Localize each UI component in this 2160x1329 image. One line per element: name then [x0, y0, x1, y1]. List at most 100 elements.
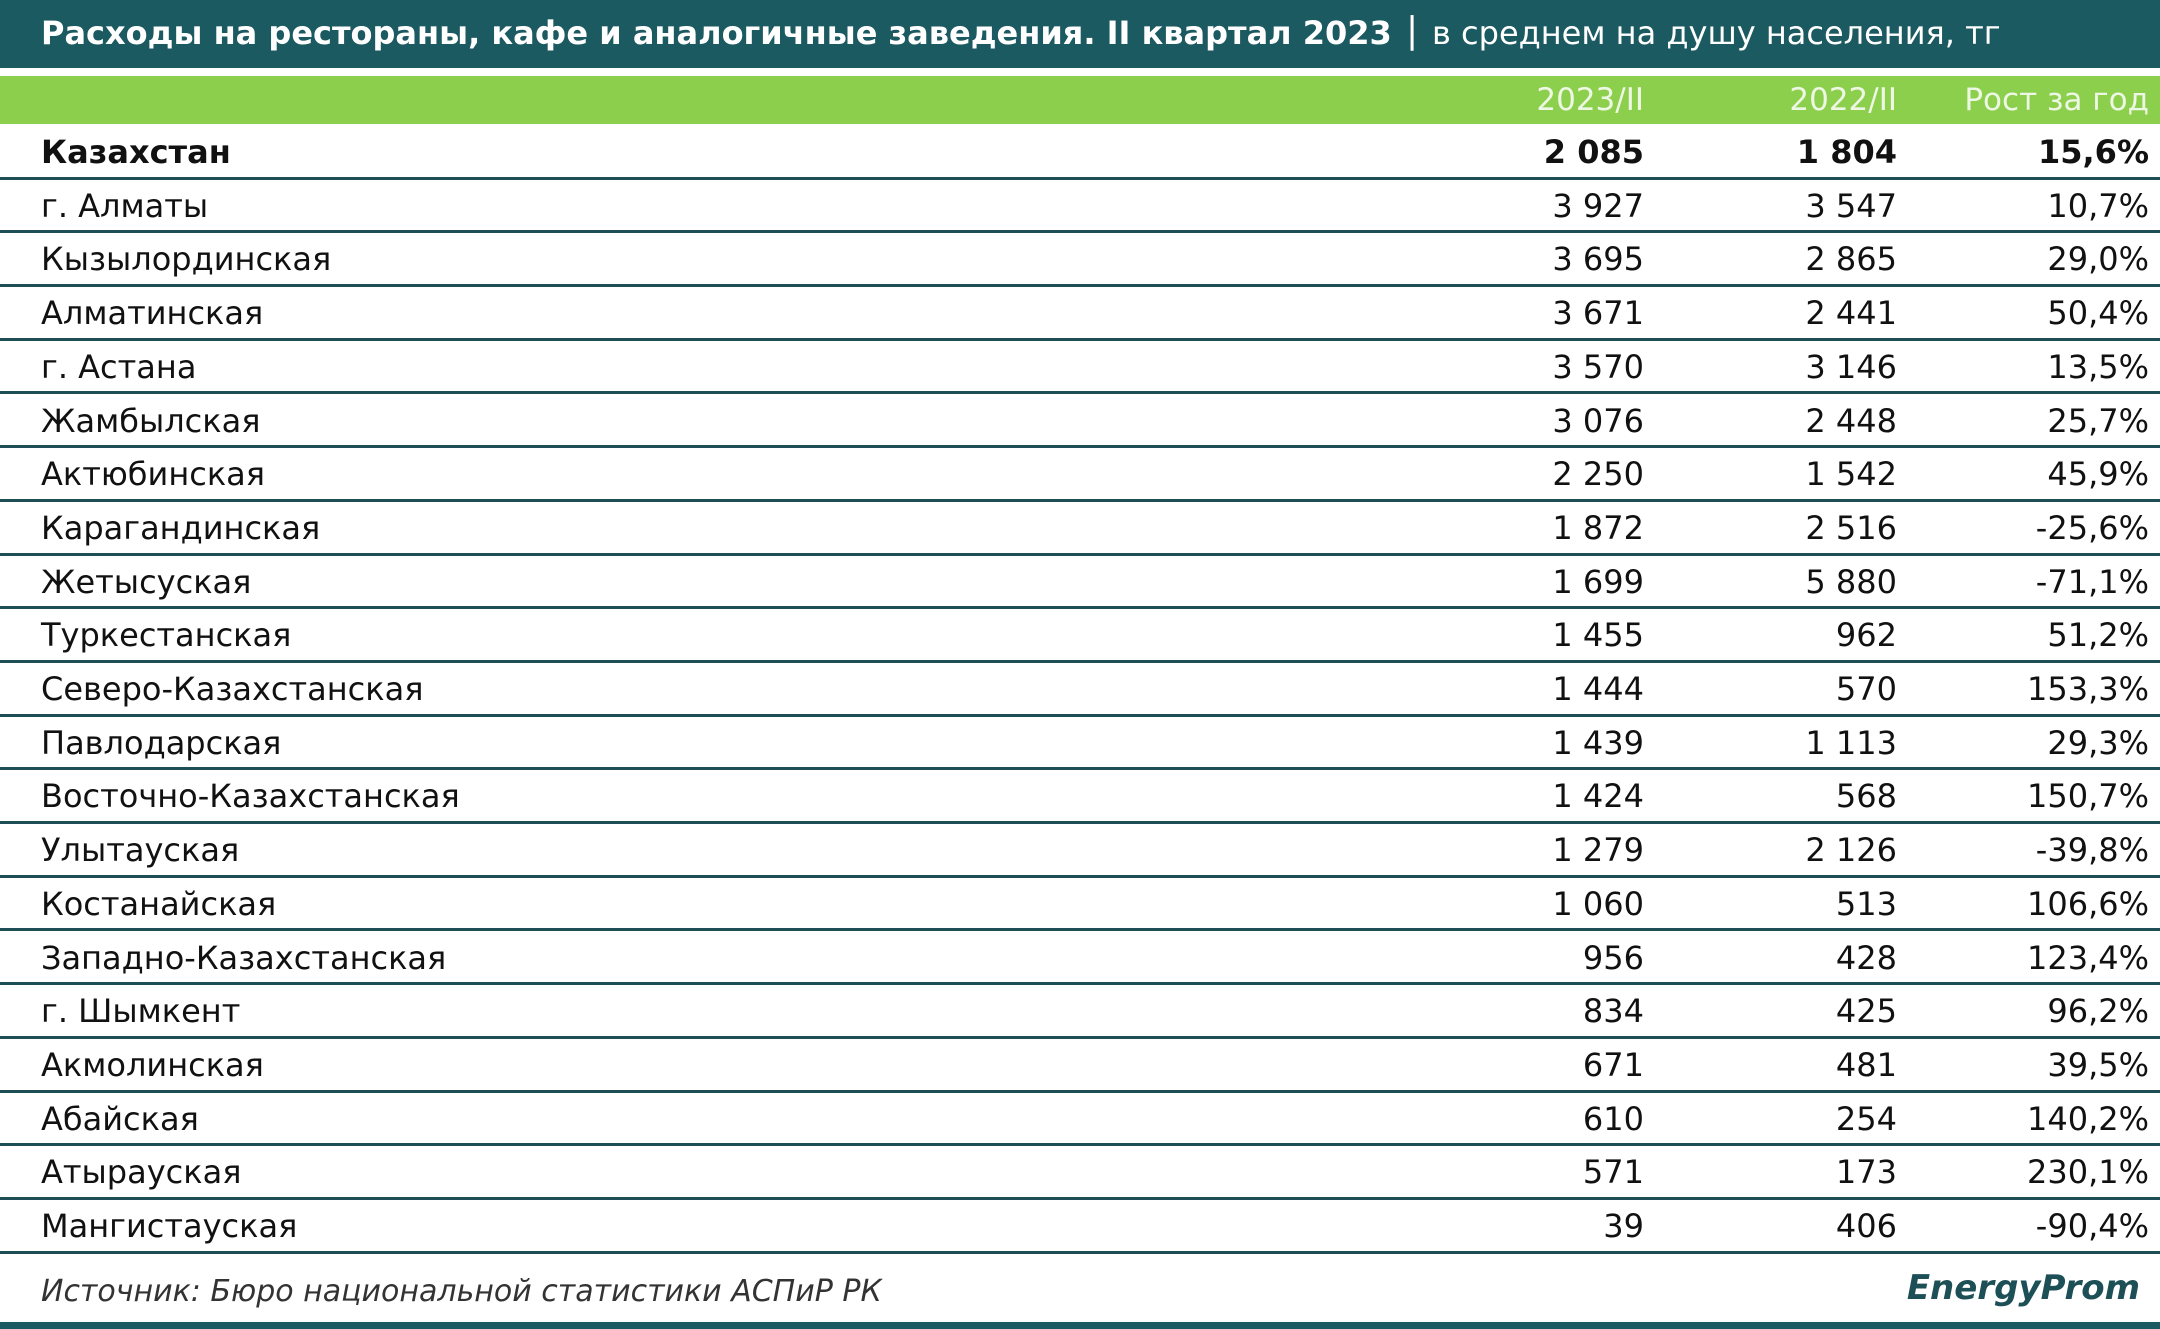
value-cell: -25,6%	[2035, 508, 2149, 547]
table-row: г. Алматы 3 927 3 547 10,7%	[0, 180, 2160, 234]
region-name: Павлодарская	[41, 723, 282, 762]
region-name: Актюбинская	[41, 455, 266, 494]
table-row: Мангистауская 39 406 -90,4%	[0, 1200, 2160, 1254]
value-cell: 45,9%	[2047, 455, 2149, 494]
value-cell: 153,3%	[2026, 670, 2149, 708]
value-cell: 2 448	[1805, 401, 1897, 440]
value-cell: 3 547	[1805, 186, 1897, 225]
column-header: Рост за год	[1964, 82, 2149, 118]
value-cell: 2 126	[1805, 831, 1897, 870]
value-cell: 1 060	[1552, 884, 1644, 923]
column-header: 2022/II	[1789, 82, 1897, 118]
source: Источник: Бюро национальной статистики А…	[41, 1274, 882, 1309]
value-cell: 5 880	[1805, 562, 1897, 601]
region-name: Жетысуская	[41, 562, 252, 601]
title: Расходы на рестораны, кафе и аналогичные…	[41, 14, 1392, 52]
region-name: Западно-Казахстанская	[41, 938, 447, 977]
value-cell: -39,8%	[2035, 831, 2149, 870]
region-name: Казахстан	[41, 133, 231, 171]
value-cell: 2 085	[1543, 133, 1644, 171]
subtitle: в среднем на душу населения, тг	[1432, 14, 2001, 52]
value-cell: 1 699	[1552, 562, 1644, 601]
value-cell: 123,4%	[2026, 938, 2149, 977]
table-row: Павлодарская 1 439 1 113 29,3%	[0, 717, 2160, 771]
value-cell: 406	[1835, 1207, 1897, 1245]
region-name: Туркестанская	[41, 616, 292, 655]
region-name: Атырауская	[41, 1153, 242, 1192]
value-cell: 428	[1835, 938, 1897, 977]
table-row: Улытауская 1 279 2 126 -39,8%	[0, 824, 2160, 878]
region-name: Костанайская	[41, 884, 277, 923]
value-cell: 1 439	[1552, 723, 1644, 762]
table-row: Восточно-Казахстанская 1 424 568 150,7%	[0, 770, 2160, 825]
value-cell: 13,5%	[2047, 347, 2149, 386]
value-cell: 15,6%	[2037, 133, 2149, 171]
value-cell: 2 865	[1805, 240, 1897, 279]
table-row: Костанайская 1 060 513 106,6%	[0, 878, 2160, 932]
value-cell: 51,2%	[2047, 616, 2149, 655]
value-cell: 230,1%	[2026, 1153, 2149, 1192]
region-name: Северо-Казахстанская	[41, 670, 424, 708]
value-cell: 2 516	[1805, 508, 1897, 547]
region-name: Мангистауская	[41, 1207, 298, 1245]
value-cell: 1 279	[1552, 831, 1644, 870]
value-cell: 3 570	[1552, 347, 1644, 386]
separator: |	[1406, 10, 1419, 51]
value-cell: 481	[1835, 1045, 1897, 1084]
region-name: г. Алматы	[41, 186, 209, 225]
table-row: г. Астана 3 570 3 146 13,5%	[0, 341, 2160, 395]
value-cell: 956	[1582, 938, 1644, 977]
value-cell: 834	[1582, 992, 1644, 1031]
table-row: Карагандинская 1 872 2 516 -25,6%	[0, 502, 2160, 556]
value-cell: 671	[1582, 1045, 1644, 1084]
table-row: Туркестанская 1 455 962 51,2%	[0, 609, 2160, 663]
value-cell: 3 671	[1552, 294, 1644, 333]
value-cell: 3 076	[1552, 401, 1644, 440]
header-bar	[0, 76, 2160, 124]
value-cell: 96,2%	[2047, 992, 2149, 1031]
table-row: Актюбинская 2 250 1 542 45,9%	[0, 448, 2160, 502]
title-bar	[0, 0, 2160, 68]
table-row: Акмолинская 671 481 39,5%	[0, 1039, 2160, 1093]
value-cell: 10,7%	[2047, 186, 2149, 225]
column-header: 2023/II	[1536, 82, 1644, 118]
value-cell: 3 695	[1552, 240, 1644, 279]
bottom-bar	[0, 1322, 2160, 1329]
logo: EnergyProm	[1906, 1268, 2140, 1308]
table-row: Алматинская 3 671 2 441 50,4%	[0, 287, 2160, 341]
region-name: Жамбылская	[41, 401, 261, 440]
table-row: Жамбылская 3 076 2 448 25,7%	[0, 395, 2160, 449]
value-cell: 50,4%	[2047, 294, 2149, 333]
value-cell: 29,0%	[2047, 240, 2149, 279]
table-row: г. Шымкент 834 425 96,2%	[0, 985, 2160, 1039]
region-name: г. Астана	[41, 347, 197, 386]
value-cell: 1 542	[1805, 455, 1897, 494]
value-cell: 425	[1835, 992, 1897, 1031]
value-cell: -71,1%	[2035, 562, 2149, 601]
region-name: г. Шымкент	[41, 992, 241, 1031]
value-cell: 25,7%	[2047, 401, 2149, 440]
table-row: Западно-Казахстанская 956 428 123,4%	[0, 932, 2160, 986]
value-cell: 29,3%	[2047, 723, 2149, 762]
value-cell: 962	[1835, 616, 1897, 655]
value-cell: 513	[1835, 884, 1897, 923]
region-name: Алматинская	[41, 294, 264, 333]
value-cell: 1 424	[1552, 777, 1644, 816]
table-row: Жетысуская 1 699 5 880 -71,1%	[0, 556, 2160, 610]
table-row: Северо-Казахстанская 1 444 570 153,3%	[0, 663, 2160, 717]
value-cell: 150,7%	[2026, 777, 2149, 816]
value-cell: 254	[1835, 1099, 1897, 1138]
value-cell: 3 146	[1805, 347, 1897, 386]
value-cell: 1 872	[1552, 508, 1644, 547]
value-cell: 2 441	[1805, 294, 1897, 333]
value-cell: -90,4%	[2035, 1207, 2149, 1245]
value-cell: 173	[1835, 1153, 1897, 1192]
value-cell: 106,6%	[2026, 884, 2149, 923]
value-cell: 39,5%	[2047, 1045, 2149, 1084]
value-cell: 1 804	[1796, 133, 1897, 171]
region-name: Абайская	[41, 1099, 199, 1138]
region-name: Восточно-Казахстанская	[41, 777, 460, 816]
value-cell: 610	[1582, 1099, 1644, 1138]
table-row: Атырауская 571 173 230,1%	[0, 1146, 2160, 1200]
